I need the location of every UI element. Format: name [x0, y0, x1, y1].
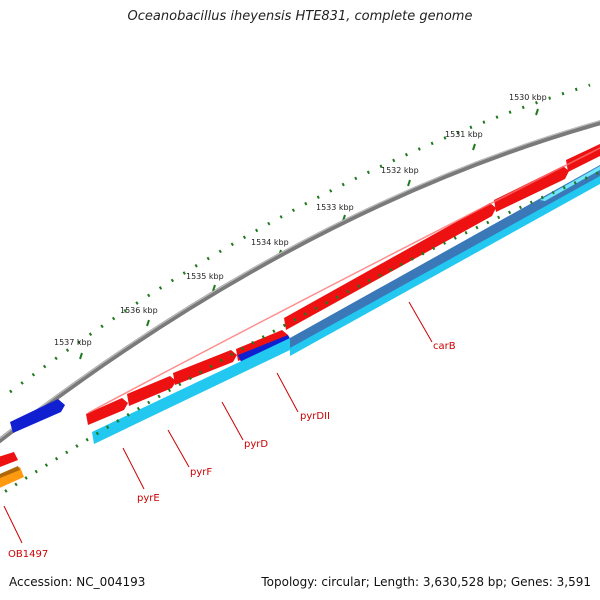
label-leaders	[3, 301, 433, 544]
gene-forward-8[interactable]	[566, 143, 600, 172]
major-tick	[146, 319, 150, 327]
gene-orange-OB1497[interactable]	[0, 467, 24, 490]
gene-forward-4[interactable]	[173, 350, 237, 385]
gene-label-pyrD: pyrD	[244, 439, 268, 450]
major-ticks	[79, 108, 539, 360]
major-tick	[407, 179, 411, 187]
leader-carB	[408, 301, 433, 343]
outer-scale: 1530 kbp 1531 kbp 1532 kbp 1533 kbp 1534 kbp…	[9, 83, 591, 394]
backbone	[0, 120, 600, 444]
gene-label-pyrF: pyrF	[190, 467, 212, 478]
gene-reverse-edge	[290, 176, 600, 356]
major-tick	[535, 108, 539, 116]
reverse-strand-genes[interactable]	[92, 165, 600, 444]
major-tick	[79, 352, 83, 360]
gene-label-OB1497: OB1497	[8, 549, 48, 560]
backbone-highlight	[0, 120, 600, 440]
scale-label: 1533 kbp	[316, 203, 354, 212]
scale-labels: 1530 kbp 1531 kbp 1532 kbp 1533 kbp 1534 kbp…	[54, 93, 547, 347]
scale-label: 1530 kbp	[509, 93, 547, 102]
map-title: Oceanobacillus iheyensis HTE831, complet…	[127, 9, 473, 24]
scale-label: 1536 kbp	[120, 306, 158, 315]
leader-pyrD	[221, 401, 244, 441]
gene-reverse-main[interactable]	[92, 338, 290, 444]
gene-forward-2[interactable]	[86, 398, 128, 425]
genome-summary: Topology: circular; Length: 3,630,528 bp…	[261, 575, 591, 589]
scale-label: 1534 kbp	[251, 238, 289, 247]
gene-orange-cap	[0, 466, 20, 478]
accession-text: Accession: NC_004193	[9, 575, 146, 589]
gene-forward-3[interactable]	[127, 376, 176, 406]
gene-blue-block[interactable]	[10, 399, 65, 433]
gene-label-pyrE: pyrE	[137, 493, 160, 504]
gene-reverse-carB[interactable]	[290, 165, 600, 350]
forward-gene-shading	[87, 147, 600, 414]
gene-forward-carB[interactable]	[284, 203, 496, 330]
leader-pyrE	[122, 447, 145, 490]
major-tick	[212, 284, 216, 292]
gene-label-carB: carB	[433, 341, 456, 352]
gene-forward-7[interactable]	[494, 166, 569, 212]
leader-OB1497	[3, 505, 23, 544]
scale-label: 1532 kbp	[381, 166, 419, 175]
scale-label: 1531 kbp	[445, 130, 483, 139]
gene-reverse-tip	[540, 166, 600, 201]
gene-label-pyrDII: pyrDII	[300, 411, 330, 422]
leader-pyrDII	[276, 372, 299, 413]
gene-forward-1[interactable]	[0, 452, 18, 469]
scale-label: 1537 kbp	[54, 338, 92, 347]
leader-pyrF	[167, 429, 190, 468]
scale-label: 1535 kbp	[186, 272, 224, 281]
major-tick	[472, 143, 476, 151]
